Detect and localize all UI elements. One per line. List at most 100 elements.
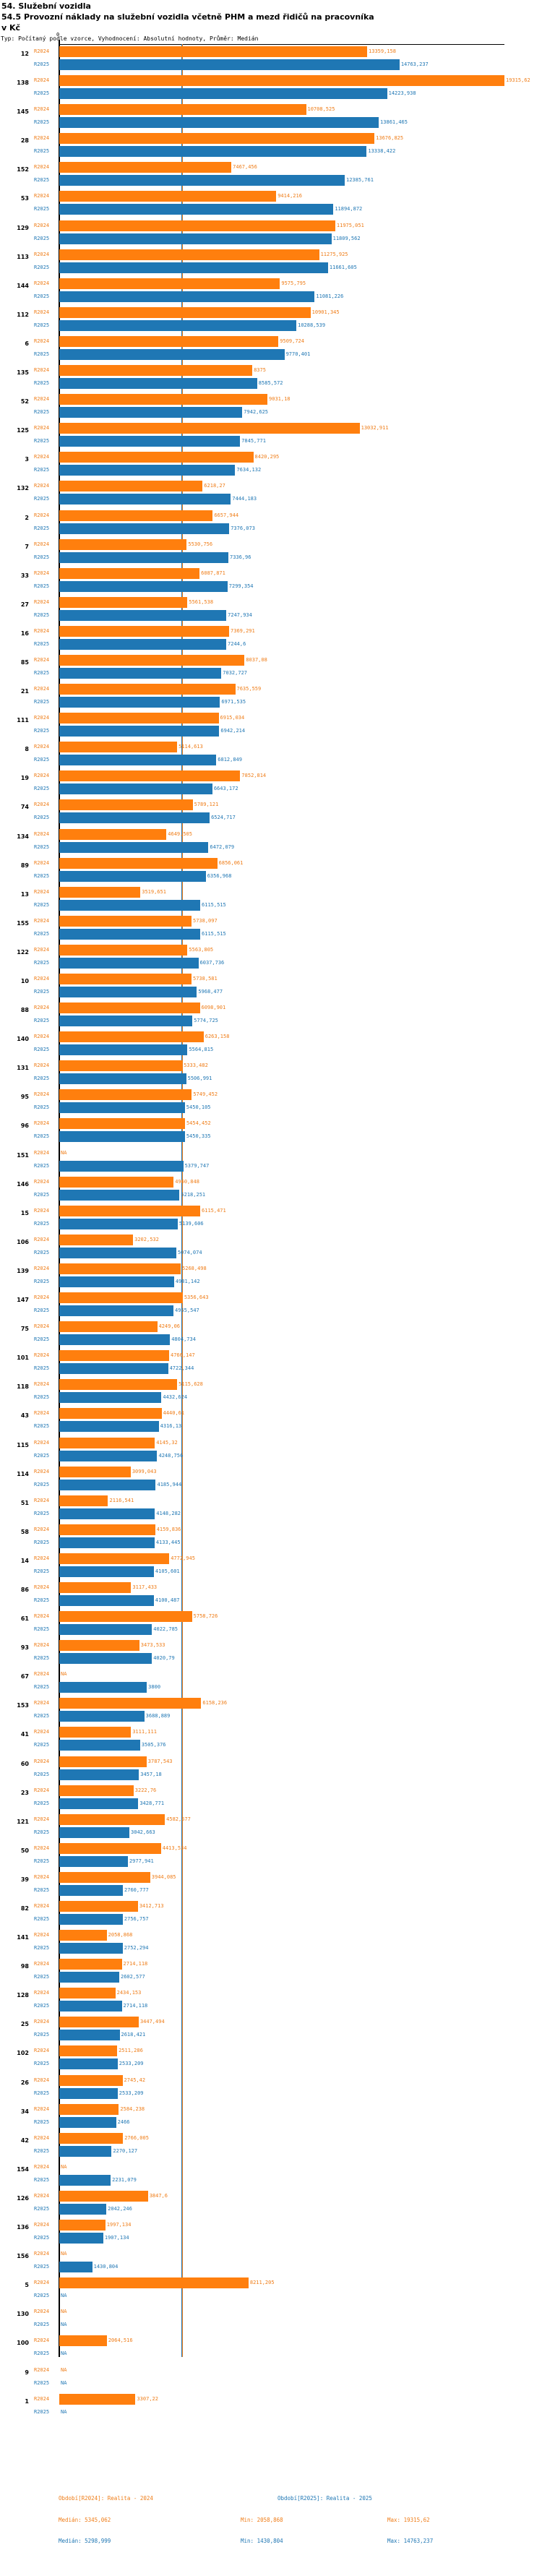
series-label: R2024 [34,512,50,518]
bar-value-label: 3307,22 [137,2395,158,2402]
bar-series-2024: R2024 7467,456 [0,162,542,173]
bar-series-2024: R2024 9509,724 [0,335,542,347]
series-label: R2024 [34,2048,50,2054]
bar [59,1653,152,1665]
bar [59,1495,108,1506]
bar-group: 113 R2024 11275,925 R2025 11661,605 [0,247,542,276]
bar [59,1785,134,1796]
bar [59,394,268,405]
bar-value-label: 4582,577 [166,1816,191,1822]
bar-series-2024: R2024 4159,836 [0,1524,542,1535]
bar [59,75,504,87]
bar-series-2024: R2024 5454,452 [0,1118,542,1130]
bar-group: 128 R2024 2434,153 R2025 2714,118 [0,1985,542,2014]
series-label: R2025 [34,669,50,676]
bar-value-label: 7635,559 [236,686,262,692]
series-label: R2025 [34,322,50,328]
bar-value-label: 10708,525 [307,106,335,113]
bar-group: 156 R2024 NA R2025 1430,804 [0,2246,542,2275]
bar-value-label: 5758,726 [193,1613,218,1620]
bar [59,1350,169,1362]
bar-group: 85 R2024 8037,08 R2025 7032,727 [0,653,542,682]
series-label: R2025 [34,901,50,908]
bar-value-label: NA [61,2251,67,2257]
bar-series-2024: R2024 5115,628 [0,1379,542,1391]
bar [59,928,201,940]
bar-group: 50 R2024 4413,534 R2025 2977,941 [0,1841,542,1870]
bar [59,2045,118,2057]
bar-value-label: 6856,061 [218,859,244,866]
bar-value-label: 2533,209 [119,2090,144,2096]
bar-series-2025: R2025 NA [0,2407,542,2418]
chart-title-unit: v Kč [1,23,21,33]
bar [59,2190,148,2202]
bar [59,452,254,463]
bar-value-label: 11081,226 [316,293,344,299]
series-label: R2024 [34,598,50,605]
category-label: 7 [25,543,29,550]
series-label: R2024 [34,1062,50,1069]
bar [59,2030,120,2041]
bar [59,1553,170,1564]
bar-value-label: 2116,541 [109,1497,134,1503]
bar [59,306,311,318]
category-label: 15 [20,1209,29,1216]
series-label: R2024 [34,1700,50,1706]
bar-series-2025: R2025 4316,13 [0,1421,542,1433]
bar [59,957,199,969]
bar-group: 111 R2024 6915,034 R2025 6942,214 [0,710,542,739]
bar [59,104,306,116]
bar [59,1884,124,1896]
bar-series-2025: R2025 5139,606 [0,1218,542,1229]
bar-series-2024: R2024 6657,944 [0,510,542,521]
bar-series-2024: R2024 11975,051 [0,220,542,231]
bar-group: 52 R2024 9031,18 R2025 7942,625 [0,392,542,421]
bar-group: 151 R2024 NA R2025 5379,747 [0,1146,542,1175]
bar-value-label: 12385,761 [345,177,374,184]
bar [59,726,220,737]
bar-series-2025: R2025 4105,601 [0,1566,542,1577]
bar-series-2024: R2024 13676,825 [0,133,542,145]
bar-series-2024: R2024 9414,216 [0,191,542,202]
bar-series-2024: R2024 6263,158 [0,1031,542,1043]
median-line-2025 [181,44,182,2357]
bar-value-label: 4413,534 [162,1845,187,1851]
bar [59,1740,140,1751]
bar-group: 12 R2024 13359,158 R2025 14763,237 [0,44,542,73]
bar-value-label: 5454,452 [186,1120,211,1127]
series-label: R2024 [34,1555,50,1561]
bar-series-2025: R2025 6037,736 [0,957,542,969]
bar-series-2025: R2025 14763,237 [0,59,542,70]
series-label: R2025 [34,611,50,618]
series-label: R2024 [34,1323,50,1330]
category-label: 93 [20,1644,29,1652]
bar-series-2024: R2024 NA [0,1669,542,1680]
bar-value-label: 6971,535 [221,699,246,705]
bar [59,1016,193,1027]
bar-series-2024: R2024 8037,08 [0,654,542,666]
bar-series-2024: R2024 3447,494 [0,2017,542,2028]
category-label: 114 [17,1470,29,1477]
series-label: R2024 [34,1758,50,1764]
bar [59,1437,155,1448]
category-label: 156 [17,2253,29,2260]
bar-value-label: 2434,153 [116,1990,142,1996]
category-label: 106 [17,1238,29,1245]
bar-series-2025: R2025 NA [0,2291,542,2301]
bar-value-label: 2064,516 [108,2337,133,2344]
bar-group: 89 R2024 6856,061 R2025 6356,968 [0,856,542,885]
median-line-2024 [182,44,184,2357]
bar-group: 115 R2024 4145,32 R2025 4248,756 [0,1435,542,1464]
series-label: R2024 [34,2192,50,2199]
bar [59,783,212,795]
bar [59,191,277,202]
bar-group: 144 R2024 9575,795 R2025 11081,226 [0,276,542,305]
bar [59,987,197,997]
bar-series-2025: R2025 7336,96 [0,551,542,563]
bar-value-label: 7845,771 [241,438,266,445]
bar [59,1003,200,1014]
bar [59,465,236,476]
series-label: R2024 [34,396,50,403]
bar-series-2024: R2024 2064,516 [0,2335,542,2347]
bar-group: 21 R2024 7635,559 R2025 6971,535 [0,682,542,710]
